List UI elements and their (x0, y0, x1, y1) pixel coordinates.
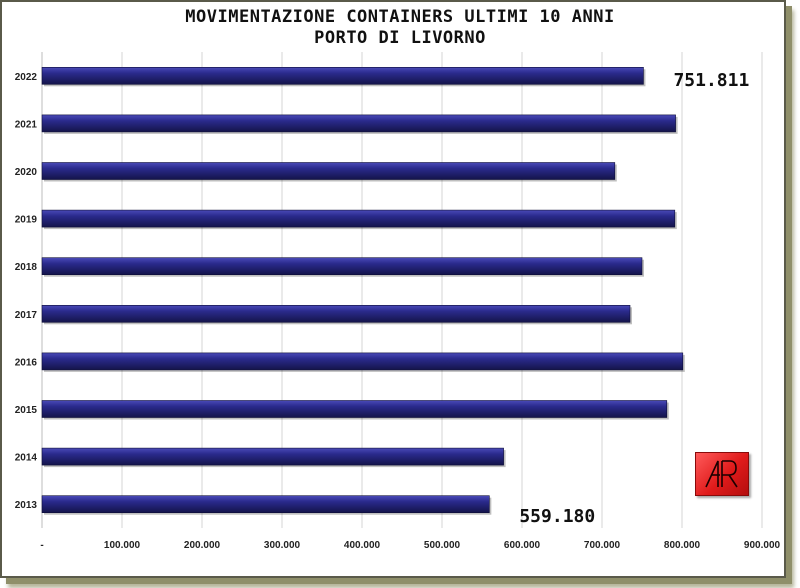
y-tick-label-2013: 2013 (15, 500, 38, 511)
x-tick-label: 400.000 (344, 540, 381, 551)
y-tick-label-2022: 2022 (15, 72, 38, 83)
data-label-2022: 751.811 (673, 70, 749, 91)
chart-subtitle: PORTO DI LIVORNO (314, 28, 486, 48)
bar-2015 (41, 400, 668, 418)
x-tick-label: - (40, 540, 43, 551)
bar-2013 (41, 495, 490, 514)
y-tick-label-2014: 2014 (15, 453, 38, 464)
x-tick-label: 600.000 (504, 540, 541, 551)
x-tick-label: 700.000 (584, 540, 621, 551)
x-tick-label: 900.000 (744, 540, 781, 551)
chart-frame (0, 0, 786, 578)
bar-2016 (41, 352, 684, 371)
y-tick-label-2020: 2020 (15, 167, 38, 178)
bar-2014 (41, 447, 504, 466)
bar-2017 (41, 304, 631, 323)
y-tick-label-2015: 2015 (15, 405, 38, 416)
y-tick-label-2017: 2017 (15, 310, 38, 321)
ar-logo: AR (695, 452, 749, 496)
x-tick-label: 500.000 (424, 540, 461, 551)
bar-2020 (41, 162, 616, 180)
y-tick-label-2021: 2021 (15, 119, 38, 130)
ar-logo-icon (705, 460, 738, 488)
y-tick-label-2018: 2018 (15, 262, 38, 273)
x-tick-label: 300.000 (264, 540, 301, 551)
x-tick-label: 200.000 (184, 540, 221, 551)
y-tick-label-2016: 2016 (15, 357, 38, 368)
x-tick-label: 800.000 (664, 540, 701, 551)
chart-title: MOVIMENTAZIONE CONTAINERS ULTIMI 10 ANNI (185, 7, 615, 27)
bar-2022 (41, 67, 644, 85)
y-tick-label-2019: 2019 (15, 215, 38, 226)
bar-2021 (41, 114, 676, 133)
data-label-2013: 559.180 (519, 506, 595, 527)
bar-2018 (41, 257, 643, 276)
bar-2019 (41, 209, 676, 228)
x-tick-label: 100.000 (104, 540, 141, 551)
